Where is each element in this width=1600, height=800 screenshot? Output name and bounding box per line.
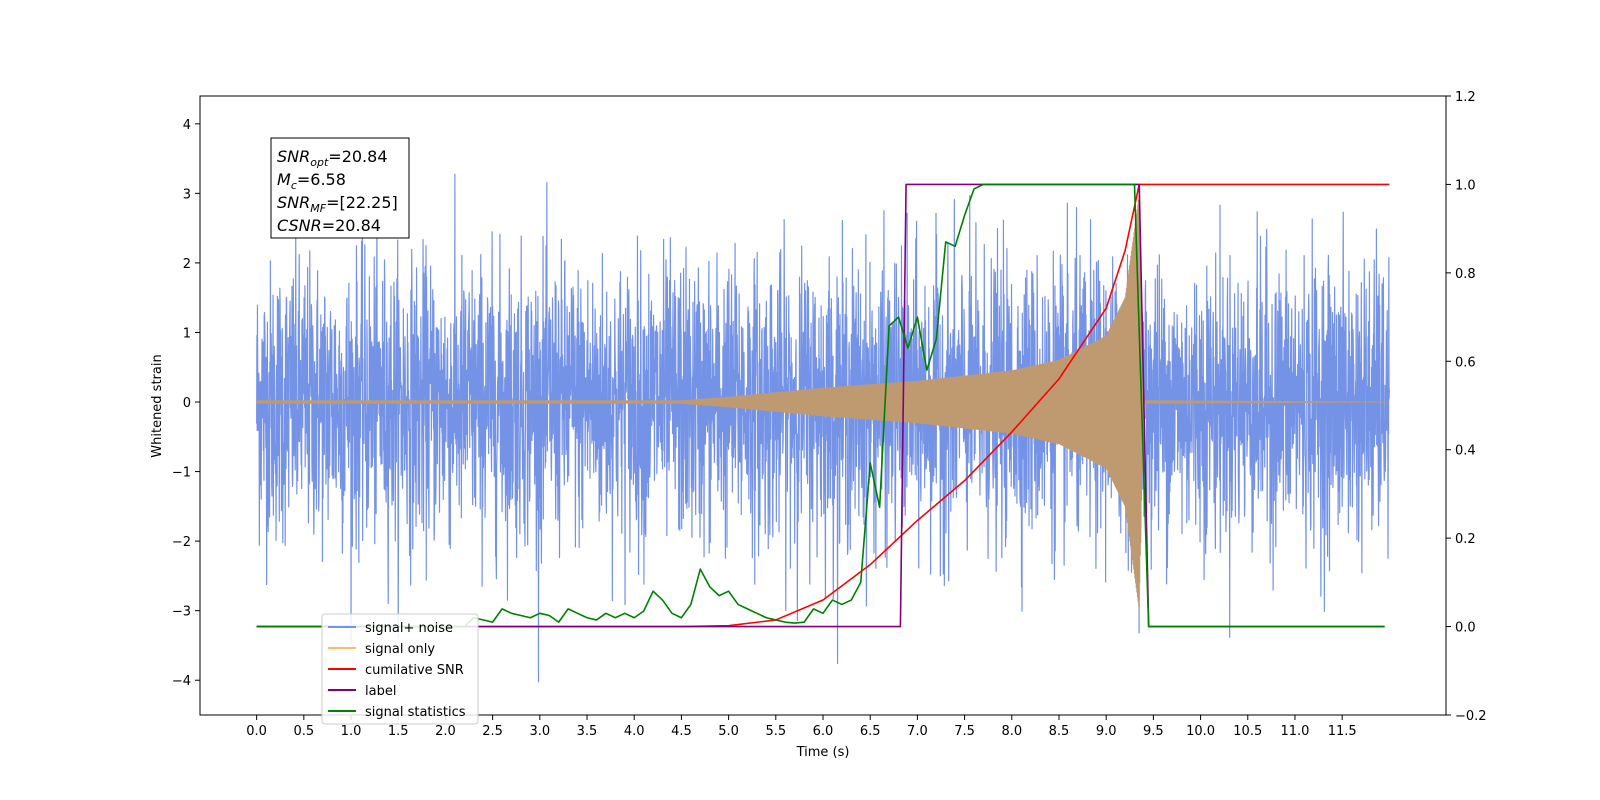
annotation-box: SNRopt=20.84Mc=6.58SNRMF=[22.25]CSNR=20.… [270,137,410,239]
x-tick-label: 11.0 [1280,724,1309,739]
x-tick-label: 7.0 [907,724,928,739]
y2-tick-label: 0.4 [1455,444,1476,459]
x-tick-label: 3.0 [529,724,550,739]
y2-tick-label: 0.8 [1455,267,1476,282]
x-tick-label: 11.5 [1328,724,1357,739]
x-tick-label: 4.0 [624,724,645,739]
legend-label-signal-only: signal only [365,642,435,657]
y-tick-label: −1 [172,466,191,481]
x-tick-label: 8.5 [1049,724,1070,739]
x-axis-label: Time (s) [796,745,850,760]
legend: signal+ noise signal only cumilative SNR la… [321,613,479,725]
x-tick-label: 9.5 [1143,724,1164,739]
y-axis-label: Whitened strain [150,354,165,457]
x-tick-label: 10.5 [1233,724,1262,739]
annotation-line: SNRMF=[22.25] [277,193,398,215]
y-tick-label: −4 [172,674,191,689]
x-tick-label: 0.0 [246,724,267,739]
x-tick-label: 1.0 [341,724,362,739]
annotation-frame [270,137,410,239]
x-tick-label: 7.5 [954,724,975,739]
x-tick-label: 2.5 [482,724,503,739]
x-tick-label: 8.0 [1001,724,1022,739]
x-tick-label: 2.0 [435,724,456,739]
series-signal-statistics [256,183,1385,628]
x-tick-label: 9.0 [1096,724,1117,739]
x-tick-label: 4.5 [671,724,692,739]
legend-label-label: label [365,684,396,699]
legend-label-cumilative-snr: cumilative SNR [365,663,464,678]
y-tick-label: 1 [183,326,191,341]
x-tick-label: 0.5 [293,724,314,739]
x-tick-label: 5.0 [718,724,739,739]
y-tick-label: −2 [172,535,191,550]
y-axis-left: 4 3 2 1 0 −1 −2 −3 −4 [172,118,200,689]
annotation-line: SNRopt=20.84 [277,147,388,169]
x-tick-label: 3.5 [577,724,598,739]
y-tick-label: 2 [183,257,191,272]
legend-frame [321,613,479,725]
y-axis-right: 1.2 1.0 0.8 0.6 0.4 0.2 0.0 −0.2 [1446,90,1487,724]
x-tick-label: 6.0 [813,724,834,739]
series-cumilative-snr [256,183,1390,628]
series-signal-only [256,195,1390,612]
series-layer [256,173,1390,683]
x-tick-label: 1.5 [388,724,409,739]
y-tick-label: −3 [172,605,191,620]
legend-label-signal-noise: signal+ noise [365,621,453,636]
annotation-line: CSNR=20.84 [277,216,381,235]
y2-tick-label: −0.2 [1455,709,1487,724]
y-tick-label: 3 [183,187,191,202]
x-tick-label: 5.5 [765,724,786,739]
x-tick-label: 10.0 [1186,724,1215,739]
annotation-line: Mc=6.58 [277,170,346,192]
x-axis: 0.0 0.5 1.0 1.5 2.0 2.5 3.0 3.5 4.0 4.5 5.0 5.5 6.0 6… [246,715,1357,739]
y-tick-label: 4 [183,118,191,133]
y2-tick-label: 0.0 [1455,621,1476,636]
legend-label-signal-statistics: signal statistics [365,705,466,720]
x-tick-label: 6.5 [860,724,881,739]
y2-tick-label: 1.0 [1455,178,1476,193]
y2-tick-label: 1.2 [1455,90,1476,105]
y2-tick-label: 0.2 [1455,532,1476,547]
y-tick-label: 0 [183,396,191,411]
y2-tick-label: 0.6 [1455,355,1476,370]
